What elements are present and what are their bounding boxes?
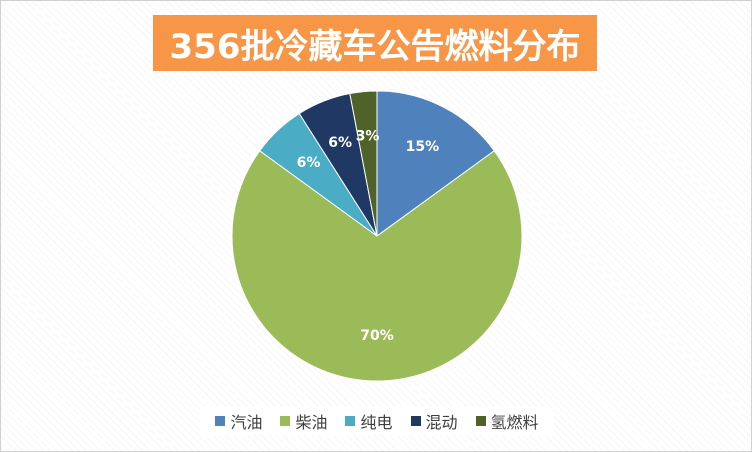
legend-label: 氢燃料 bbox=[490, 413, 539, 432]
legend-swatch bbox=[215, 416, 226, 426]
legend-label: 汽油 bbox=[230, 413, 263, 432]
chart-title: 356批冷藏车公告燃料分布 bbox=[169, 26, 581, 67]
pie-slice-label: 6% bbox=[328, 135, 352, 151]
legend-label: 纯电 bbox=[360, 413, 393, 432]
legend-label: 混动 bbox=[425, 413, 458, 432]
pie-slice-氢燃料 bbox=[349, 90, 378, 237]
pie-slice-label: 3% bbox=[356, 128, 380, 144]
pie-slice-柴油 bbox=[231, 150, 523, 382]
legend-item: 混动 bbox=[410, 409, 458, 433]
legend-item: 柴油 bbox=[280, 409, 327, 433]
chart-title-box: 356批冷藏车公告燃料分布 bbox=[153, 15, 597, 71]
legend-swatch bbox=[280, 416, 291, 426]
legend-items: 汽油 柴油 纯电 混动 氢燃料 bbox=[200, 407, 554, 435]
pie-slice-汽油 bbox=[376, 90, 496, 237]
legend-item: 汽油 bbox=[215, 409, 262, 433]
legend-item: 纯电 bbox=[345, 409, 393, 433]
chart-legend: 汽油 柴油 纯电 混动 氢燃料 bbox=[1, 407, 752, 435]
legend-swatch bbox=[475, 416, 486, 426]
pie-slices bbox=[231, 90, 523, 382]
legend-swatch bbox=[410, 416, 421, 426]
pie-slice-label: 6% bbox=[297, 155, 321, 171]
pie-labels: 15%70%6%6% 3% bbox=[297, 128, 440, 344]
legend-swatch bbox=[345, 416, 356, 426]
legend-label: 柴油 bbox=[295, 413, 328, 432]
legend-item: 氢燃料 bbox=[475, 409, 539, 433]
pie-slice-label: 70% bbox=[360, 328, 394, 344]
pie-slice-label: 15% bbox=[406, 139, 440, 155]
